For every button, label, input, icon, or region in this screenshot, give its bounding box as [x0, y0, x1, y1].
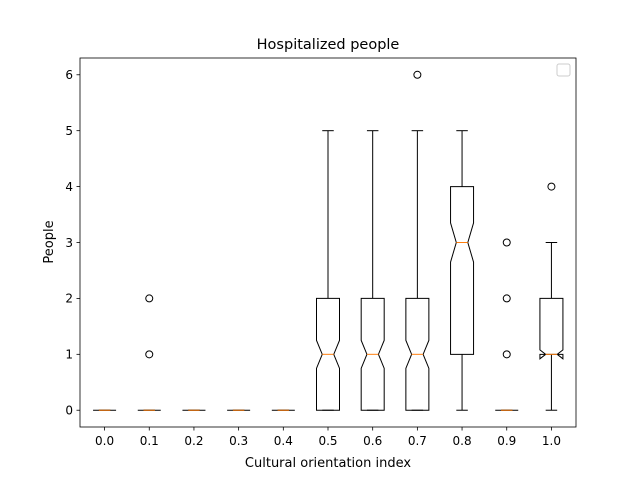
outlier-point — [502, 350, 511, 359]
x-tick-label: 0.1 — [140, 434, 159, 448]
box-0.7 — [405, 70, 430, 411]
y-tick-label: 5 — [65, 124, 73, 138]
y-tick-label: 0 — [65, 404, 73, 418]
outlier-point — [145, 350, 154, 359]
x-tick-label: 0.0 — [95, 434, 114, 448]
x-tick-label: 0.9 — [497, 434, 516, 448]
x-tick-label: 0.2 — [184, 434, 203, 448]
y-tick-label: 2 — [65, 292, 73, 306]
outlier-point — [547, 182, 556, 191]
box-1.0 — [539, 182, 564, 411]
y-tick-label: 4 — [65, 180, 73, 194]
x-tick-label: 0.7 — [408, 434, 427, 448]
x-tick-label: 0.4 — [274, 434, 293, 448]
box-body — [405, 297, 430, 411]
outlier-point — [413, 70, 422, 79]
x-tick-label: 1.0 — [542, 434, 561, 448]
box-0.8 — [450, 130, 475, 411]
y-tick-label: 1 — [65, 348, 73, 362]
box-body — [316, 297, 340, 411]
x-tick-label: 0.5 — [318, 434, 337, 448]
box-body — [360, 297, 385, 411]
box-0.1 — [137, 294, 161, 411]
box-0.9 — [495, 238, 519, 411]
x-axis-label: Cultural orientation index — [245, 456, 411, 471]
x-tick-label: 0.8 — [453, 434, 472, 448]
y-tick-label: 6 — [65, 68, 73, 82]
y-axis-label: People — [42, 220, 57, 263]
x-tick-label: 0.3 — [229, 434, 248, 448]
box-0.6 — [360, 130, 385, 411]
box-0.5 — [316, 130, 340, 411]
plot-content — [93, 70, 564, 411]
chart-title: Hospitalized people — [257, 37, 400, 53]
box-body — [539, 297, 564, 360]
x-tick-label: 0.6 — [363, 434, 382, 448]
legend-box — [556, 63, 571, 77]
y-axis: 0 1 2 3 4 5 6 — [65, 68, 80, 418]
outlier-point — [502, 238, 511, 247]
y-tick-label: 3 — [65, 236, 73, 250]
box-body — [450, 186, 475, 355]
x-axis: 0.0 0.1 0.2 0.3 0.4 0.5 0.6 0.7 0.8 0.9 1.0 — [95, 427, 561, 448]
outlier-point — [502, 294, 511, 303]
outlier-point — [145, 294, 154, 303]
